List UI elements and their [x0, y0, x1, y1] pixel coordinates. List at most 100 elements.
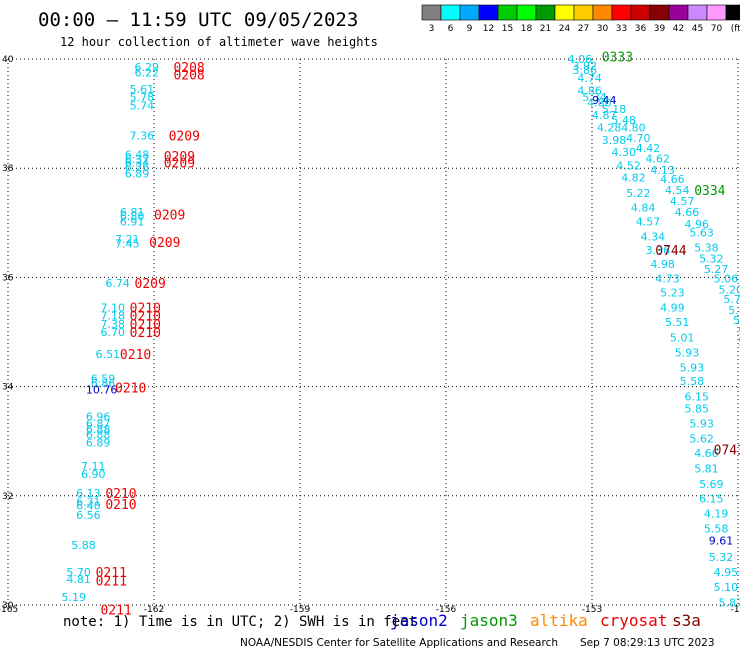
legend-label: 15 [502, 24, 513, 34]
legend-swatch [459, 4, 480, 21]
legend-label: 24 [559, 24, 571, 34]
pass-time-label: 0209 [154, 209, 185, 224]
legend-swatch [706, 4, 727, 21]
swh-value-point: 6.31 [76, 495, 101, 508]
pass-time-label: 0210 [130, 326, 161, 341]
legend-label: 45 [692, 24, 703, 34]
chart-grid [7, 58, 739, 606]
pass-time-label: 0210 [105, 487, 136, 502]
swh-value-point: 5.81 [694, 463, 719, 476]
swh-value-point: 7.10 [100, 301, 125, 314]
legend-label: 30 [597, 24, 609, 34]
swh-value-point: 4.52 [616, 159, 641, 172]
y-tick-label: 34 [2, 383, 14, 393]
pass-time-labels: 0208020802090209020902090209020902100210… [96, 50, 740, 618]
swh-value-point: 6.70 [100, 326, 125, 339]
swh-value-point: 6.29 [135, 61, 160, 74]
swh-value-point: 5.87 [719, 596, 740, 609]
swh-value-point: 5.63 [689, 227, 714, 240]
satellite-name-cryosat: cryosat [600, 611, 667, 630]
swh-value-point: 6.89 [125, 168, 150, 181]
swh-value-point: 4.57 [670, 195, 695, 208]
pass-time-label: 0209 [164, 150, 195, 165]
legend-label: 27 [578, 24, 589, 34]
y-tick-label: 38 [2, 164, 14, 174]
x-tick-label: -15 [731, 605, 740, 615]
swh-value-point: 6.13 [76, 487, 101, 500]
swh-value-point: 5.93 [689, 418, 714, 431]
pass-time-label: 0743 [714, 443, 740, 458]
swh-value-point: 5.23 [660, 287, 685, 300]
swh-value-point: 5.6 [738, 335, 740, 348]
swh-value-point: 5.58 [704, 523, 729, 536]
satellite-legend: jason2 jason3 altika cryosat s3a [390, 611, 701, 630]
swh-value-point: 6.34 [125, 157, 150, 170]
swh-value-point: 6.91 [120, 216, 145, 229]
swh-value-point: 4.42 [636, 142, 661, 155]
swh-value-point: 3.98 [602, 134, 627, 147]
chart-axes: -165 -162 -159 -156 -153 -15 30 32 34 36 38 40 [0, 55, 740, 615]
swh-value-point: 5.93 [680, 361, 705, 374]
legend-label: 12 [483, 24, 494, 34]
swh-value-point: 7.36 [130, 129, 155, 142]
legend-label: 18 [521, 24, 533, 34]
swh-value-point: 10.76 [86, 383, 118, 396]
swh-value-point: 5.32 [709, 551, 734, 564]
swh-value-point: 6.59 [91, 372, 116, 385]
swh-value-point: 4.66 [675, 206, 700, 219]
swh-value-point: 4.13 [650, 164, 675, 177]
legend-swatch [649, 4, 670, 21]
footer-timestamp: Sep 7 08:29:13 UTC 2023 [580, 637, 715, 649]
swh-value-point: 4.80 [621, 121, 646, 134]
swh-value-point: 5.81 [728, 304, 740, 317]
swh-value-point: 5.38 [694, 241, 719, 254]
swh-value-point: 6.88 [86, 429, 111, 442]
swh-value-point: 5.64 [738, 325, 740, 338]
swh-value-point: 5.18 [602, 103, 627, 116]
pass-time-label: 0210 [130, 318, 161, 333]
legend-swatch [592, 4, 613, 21]
swh-value-point: 4.19 [704, 507, 729, 520]
swh-value-point: 3.86 [573, 64, 598, 77]
swh-value-point: 5.61 [130, 83, 155, 96]
swh-value-point: 4.74 [577, 72, 602, 85]
swh-value-point: 6.80 [120, 210, 145, 223]
swh-value-point: 4.54 [665, 184, 690, 197]
footer-note: note: 1) Time is in UTC; 2) SWH is in fe… [63, 614, 417, 630]
x-tick-label: -165 [0, 605, 18, 615]
swh-value-point: 6.40 [76, 500, 101, 513]
swh-value-point: 6.81 [120, 206, 145, 219]
swh-value-point: 9.44 [592, 94, 617, 107]
swh-value-point: 5.62 [689, 432, 714, 445]
x-tick-label: -153 [582, 605, 602, 615]
swh-value-point: 4.62 [646, 152, 671, 165]
pass-time-label: 0209 [135, 277, 166, 292]
swh-value-point: 3.92 [573, 60, 598, 73]
satellite-name-altika: altika [530, 611, 588, 630]
swh-value-point: 5.85 [684, 402, 709, 415]
swh-value-point: 6.74 [105, 277, 130, 290]
legend-label: 39 [654, 24, 666, 34]
swh-value-point: 6.15 [684, 390, 709, 403]
legend-label: 6 [448, 24, 454, 34]
swh-value-point: 5.48 [611, 114, 636, 127]
x-tick-label: -162 [144, 605, 164, 615]
swh-value-point: 4.99 [660, 301, 685, 314]
swh-value-point: 6.51 [96, 348, 121, 361]
wave-height-points: 6.296.22 5.615.785.74 7.36 6.486.376.346.26… [62, 53, 740, 609]
legend-label: 42 [673, 24, 684, 34]
legend-swatch [535, 4, 556, 21]
swh-value-point: 7.11 [81, 460, 106, 473]
swh-value-point: 5.20 [719, 283, 740, 296]
y-tick-label: 32 [2, 492, 13, 502]
legend-swatch [668, 4, 689, 21]
y-tick-label: 36 [2, 273, 14, 283]
pass-time-label: 0210 [105, 498, 136, 513]
swh-value-point: 4.06 [568, 53, 593, 66]
swh-value-point: 4.80 [587, 97, 612, 110]
swh-value-point: 4.82 [621, 171, 646, 184]
satellite-name-s3a: s3a [672, 611, 701, 630]
swh-value-point: 6.89 [86, 436, 111, 449]
swh-value-point: 5.22 [626, 187, 651, 200]
